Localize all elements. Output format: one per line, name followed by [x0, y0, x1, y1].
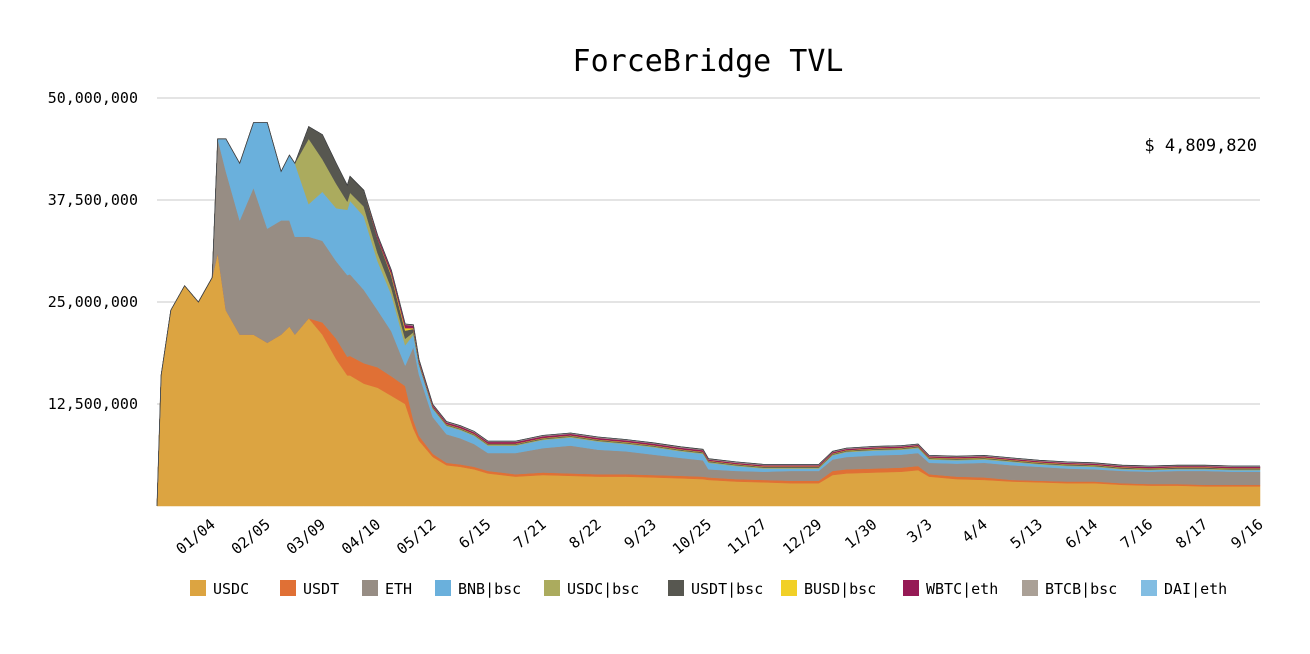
legend: USDC USDT ETH BNB|bsc USDC|bsc USDT|bsc BUSD|b…: [190, 580, 1227, 598]
legend-label: DAI|eth: [1164, 580, 1227, 598]
legend-swatch: [1141, 580, 1157, 596]
x-tick-label: 6/14: [1062, 515, 1101, 552]
x-tick-label: 6/15: [455, 515, 494, 552]
legend-swatch: [903, 580, 919, 596]
legend-swatch: [280, 580, 296, 596]
x-tick-label: 3/3: [903, 515, 935, 546]
x-tick-label: 04/10: [338, 515, 384, 558]
y-tick-label: 50,000,000: [48, 89, 138, 107]
x-tick-label: 8/17: [1172, 515, 1211, 552]
x-tick-label: 1/30: [841, 515, 880, 552]
y-tick-label: 37,500,000: [48, 191, 138, 209]
total-tvl-label: $ 4,809,820: [1144, 136, 1257, 156]
x-tick-label: 11/27: [724, 515, 770, 558]
legend-label: BUSD|bsc: [804, 580, 876, 598]
x-tick-label: 12/29: [779, 515, 825, 558]
legend-label: ETH: [385, 580, 412, 598]
x-tick-label: 03/09: [283, 515, 329, 558]
x-tick-label: 4/4: [958, 515, 990, 546]
x-tick-label: 02/05: [228, 515, 274, 558]
legend-label: USDC|bsc: [567, 580, 639, 598]
x-tick-label: 8/22: [566, 515, 605, 552]
y-axis-ticks: 12,500,000 25,000,000 37,500,000 50,000,000: [48, 89, 138, 413]
stacked-areas: [156, 122, 1261, 507]
legend-swatch: [781, 580, 797, 596]
x-tick-label: 10/25: [669, 515, 715, 558]
total-outline: [156, 122, 1260, 507]
legend-swatch: [362, 580, 378, 596]
y-tick-label: 12,500,000: [48, 395, 138, 413]
chart-title: ForceBridge TVL: [573, 44, 844, 79]
legend-label: USDC: [213, 580, 249, 598]
legend-swatch: [190, 580, 206, 596]
x-tick-label: 5/13: [1007, 515, 1046, 552]
x-tick-label: 01/04: [173, 515, 219, 558]
legend-swatch: [435, 580, 451, 596]
legend-swatch: [668, 580, 684, 596]
x-tick-label: 9/23: [621, 515, 660, 552]
legend-label: USDT|bsc: [691, 580, 763, 598]
legend-swatch: [544, 580, 560, 596]
legend-swatch: [1022, 580, 1038, 596]
x-tick-label: 9/16: [1227, 515, 1266, 552]
legend-label: BNB|bsc: [458, 580, 521, 598]
y-tick-label: 25,000,000: [48, 293, 138, 311]
legend-label: WBTC|eth: [926, 580, 998, 598]
x-tick-label: 7/16: [1117, 515, 1156, 552]
x-tick-label: 05/12: [393, 515, 439, 558]
x-tick-label: 7/21: [510, 515, 549, 552]
legend-label: USDT: [303, 580, 339, 598]
legend-label: BTCB|bsc: [1045, 580, 1117, 598]
x-axis-ticks: 01/04 02/05 03/09 04/10 05/12 6/15 7/21 8/22 9/2…: [173, 515, 1267, 558]
